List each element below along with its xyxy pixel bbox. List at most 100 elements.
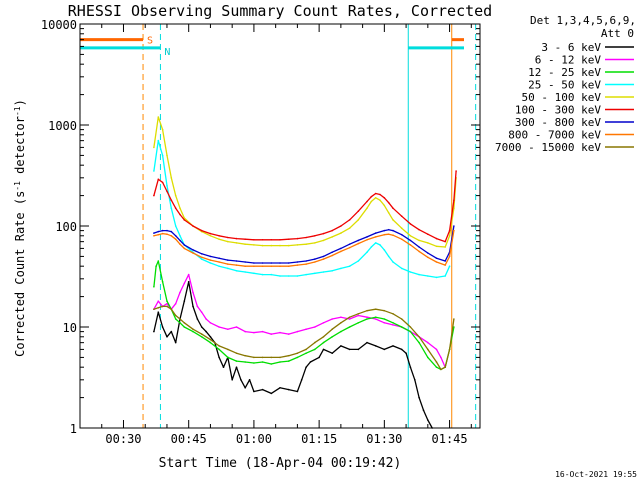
series-5-point-39 bbox=[435, 237, 438, 240]
series-2-point-33 bbox=[400, 326, 403, 328]
series-2-point-15 bbox=[244, 361, 246, 363]
series-6-point-27 bbox=[357, 239, 360, 242]
series-7-point-4 bbox=[170, 235, 173, 237]
legend-header-attenuator: Att 0 bbox=[601, 27, 634, 40]
series-7-point-23 bbox=[322, 258, 325, 260]
series-7-point-25 bbox=[340, 250, 342, 253]
series-0-point-13 bbox=[209, 336, 212, 338]
series-7-point-11 bbox=[218, 261, 220, 263]
series-8-point-8 bbox=[192, 328, 194, 331]
series-6-point-13 bbox=[235, 260, 238, 262]
series-7-point-30 bbox=[383, 233, 386, 236]
legend-label-4: 50 - 100 keV bbox=[522, 91, 602, 104]
series-1-point-16 bbox=[235, 326, 238, 328]
series-7-point-3 bbox=[166, 233, 168, 235]
series-5-point-6 bbox=[179, 213, 181, 216]
series-5-point-27 bbox=[357, 210, 360, 212]
series-7-point-5 bbox=[174, 238, 177, 240]
series-8-point-23 bbox=[322, 336, 325, 338]
series-8-point-26 bbox=[348, 316, 351, 319]
series-2-point-18 bbox=[270, 363, 273, 365]
series-2-point-30 bbox=[374, 316, 377, 319]
series-7-point-17 bbox=[270, 265, 273, 268]
series-0-point-42 bbox=[400, 348, 403, 351]
series-1-point-1 bbox=[157, 300, 160, 303]
series-7-point-10 bbox=[209, 259, 212, 261]
series-8-point-4 bbox=[170, 308, 173, 311]
series-5-point-40 bbox=[444, 240, 447, 243]
series-3-point-13 bbox=[235, 270, 238, 272]
series-5-point-11 bbox=[218, 235, 220, 237]
series-4-point-36 bbox=[409, 235, 412, 237]
series-4-point-27 bbox=[357, 219, 360, 221]
y-tick-label-3: 1000 bbox=[48, 119, 77, 133]
series-0-point-45 bbox=[414, 379, 416, 381]
series-6-point-32 bbox=[392, 229, 394, 232]
series-2-point-36 bbox=[427, 356, 429, 359]
series-6-point-14 bbox=[244, 261, 246, 263]
series-0-point-32 bbox=[318, 356, 320, 359]
series-4-point-31 bbox=[379, 199, 381, 201]
series-0-point-38 bbox=[366, 341, 368, 344]
series-1-point-27 bbox=[331, 318, 334, 320]
series-0-point-41 bbox=[392, 345, 394, 347]
series-layer bbox=[153, 116, 457, 429]
series-1-point-9 bbox=[192, 291, 194, 294]
series-2-point-37 bbox=[435, 366, 438, 369]
series-0-point-44 bbox=[409, 366, 412, 369]
series-3-point-35 bbox=[400, 267, 403, 270]
series-2-point-19 bbox=[279, 361, 281, 363]
series-0-point-43 bbox=[405, 352, 407, 355]
series-2-point-35 bbox=[418, 341, 420, 344]
series-7-point-16 bbox=[261, 265, 264, 268]
series-6-point-30 bbox=[383, 229, 386, 232]
series-1-point-26 bbox=[322, 322, 325, 324]
series-4-point-5 bbox=[174, 194, 177, 197]
legend-header-detectors: Det 1,3,4,5,6,9, bbox=[530, 14, 636, 27]
series-8-point-16 bbox=[261, 356, 264, 359]
series-1-point-11 bbox=[200, 311, 203, 314]
series-6-point-16 bbox=[261, 262, 264, 264]
series-6-point-20 bbox=[296, 261, 299, 263]
series-3-point-6 bbox=[179, 235, 181, 237]
chart-title: RHESSI Observing Summary Count Rates, Co… bbox=[68, 2, 492, 20]
series-5-point-32 bbox=[383, 197, 386, 199]
series-4-point-17 bbox=[270, 244, 273, 247]
series-5-point-15 bbox=[253, 239, 255, 241]
series-2-point-2 bbox=[157, 260, 160, 262]
series-6-point-23 bbox=[322, 255, 325, 258]
series-1-point-20 bbox=[270, 333, 273, 335]
series-7-point-1 bbox=[157, 233, 160, 236]
series-6-point-4 bbox=[170, 230, 173, 233]
series-4-point-24 bbox=[331, 236, 334, 238]
series-3-point-29 bbox=[370, 246, 373, 248]
series-0-point-18 bbox=[231, 379, 233, 381]
series-2-point-14 bbox=[235, 360, 238, 362]
series-1-point-32 bbox=[374, 318, 377, 320]
series-6-point-37 bbox=[435, 257, 438, 260]
series-8-point-18 bbox=[279, 356, 281, 359]
series-2-point-25 bbox=[331, 336, 334, 338]
series-5-point-9 bbox=[200, 229, 203, 232]
series-7-point-8 bbox=[192, 252, 194, 254]
y-axis-label-sup2: -1 bbox=[13, 106, 22, 116]
series-5-point-16 bbox=[261, 239, 264, 241]
x-tick-label-5: 01:45 bbox=[432, 432, 468, 446]
series-2-point-6 bbox=[174, 318, 177, 320]
series-5-point-14 bbox=[244, 238, 246, 240]
series-8-point-0 bbox=[153, 308, 155, 311]
series-7-point-39 bbox=[448, 255, 451, 258]
series-3-point-26 bbox=[348, 265, 351, 268]
series-8-point-20 bbox=[296, 352, 299, 355]
series-6-point-8 bbox=[192, 249, 194, 251]
series-7-point-27 bbox=[357, 242, 360, 245]
series-6-point-19 bbox=[287, 262, 290, 264]
series-0-point-26 bbox=[279, 387, 281, 389]
series-8-point-36 bbox=[435, 361, 438, 363]
series-5-point-3 bbox=[166, 190, 168, 193]
series-7-point-24 bbox=[331, 254, 334, 257]
series-3-point-23 bbox=[322, 271, 325, 273]
series-4-point-12 bbox=[227, 240, 229, 243]
series-7-point-37 bbox=[435, 261, 438, 263]
series-6-point-22 bbox=[314, 258, 316, 260]
